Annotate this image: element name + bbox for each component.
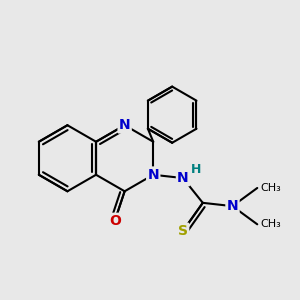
- Text: N: N: [177, 171, 189, 185]
- Text: S: S: [178, 224, 188, 238]
- Text: O: O: [109, 214, 121, 228]
- Text: N: N: [147, 168, 159, 182]
- Text: N: N: [119, 118, 130, 132]
- Text: H: H: [191, 163, 201, 176]
- Text: CH₃: CH₃: [261, 183, 281, 193]
- Text: CH₃: CH₃: [261, 219, 281, 229]
- Text: N: N: [227, 199, 238, 213]
